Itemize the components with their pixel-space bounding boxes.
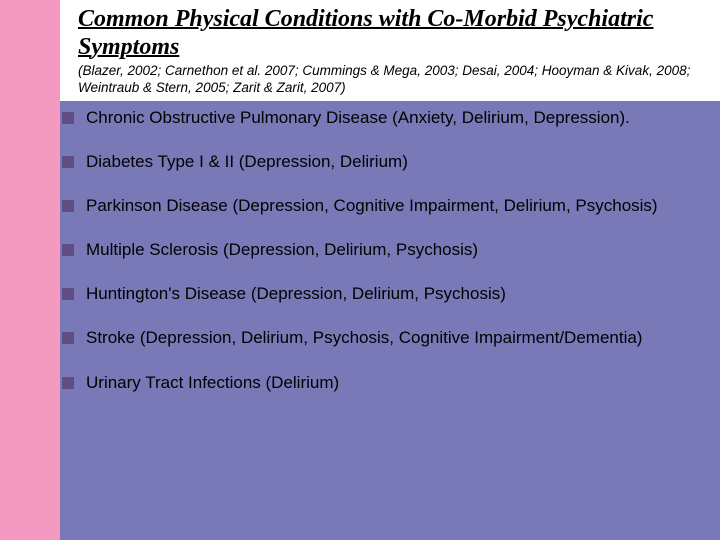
citation-line: (Blazer, 2002; Carnethon et al. 2007; Cu… <box>78 63 702 97</box>
bullet-text: Chronic Obstructive Pulmonary Disease (A… <box>86 107 630 129</box>
list-item: Stroke (Depression, Delirium, Psychosis,… <box>60 327 702 349</box>
list-item: Urinary Tract Infections (Delirium) <box>60 372 702 394</box>
bullet-square-icon <box>62 112 74 124</box>
bullet-text: Diabetes Type I & II (Depression, Deliri… <box>86 151 408 173</box>
bullet-text: Huntington's Disease (Depression, Deliri… <box>86 283 506 305</box>
slide-title: Common Physical Conditions with Co-Morbi… <box>78 6 702 61</box>
content-area: Common Physical Conditions with Co-Morbi… <box>60 0 720 540</box>
list-item: Parkinson Disease (Depression, Cognitive… <box>60 195 702 217</box>
header-block: Common Physical Conditions with Co-Morbi… <box>60 0 720 101</box>
bullet-square-icon <box>62 156 74 168</box>
bullet-square-icon <box>62 244 74 256</box>
left-accent-bar <box>0 0 60 540</box>
bullet-text: Multiple Sclerosis (Depression, Delirium… <box>86 239 478 261</box>
bullet-square-icon <box>62 200 74 212</box>
list-item: Huntington's Disease (Depression, Deliri… <box>60 283 702 305</box>
bullet-square-icon <box>62 332 74 344</box>
bullet-square-icon <box>62 288 74 300</box>
body-block: Chronic Obstructive Pulmonary Disease (A… <box>60 101 720 540</box>
bullet-text: Stroke (Depression, Delirium, Psychosis,… <box>86 327 642 349</box>
bullet-text: Urinary Tract Infections (Delirium) <box>86 372 339 394</box>
list-item: Multiple Sclerosis (Depression, Delirium… <box>60 239 702 261</box>
bullet-square-icon <box>62 377 74 389</box>
slide: Common Physical Conditions with Co-Morbi… <box>0 0 720 540</box>
bullet-text: Parkinson Disease (Depression, Cognitive… <box>86 195 658 217</box>
list-item: Chronic Obstructive Pulmonary Disease (A… <box>60 107 702 129</box>
list-item: Diabetes Type I & II (Depression, Deliri… <box>60 151 702 173</box>
